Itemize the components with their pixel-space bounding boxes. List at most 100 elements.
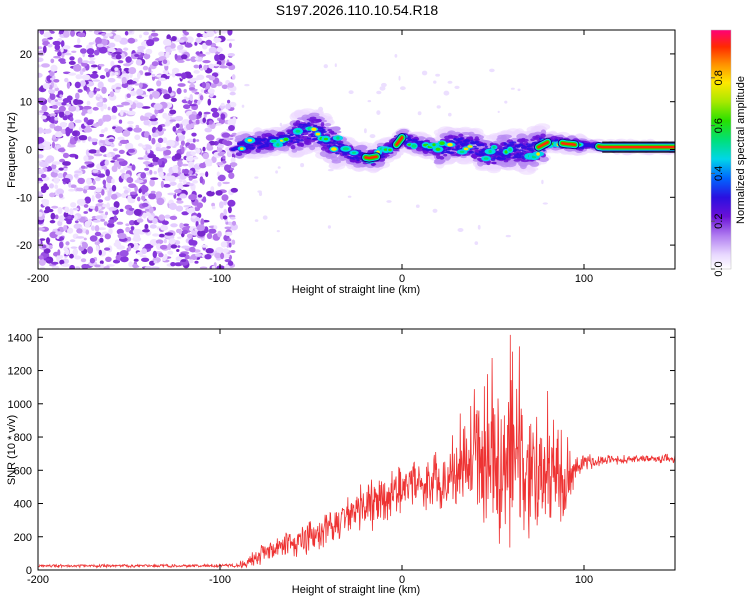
spectrogram-noise-cell (138, 188, 142, 194)
spectrogram-ridge-cell (520, 163, 527, 170)
spectrogram-noise-cell (227, 199, 236, 207)
spectrogram-noise-cell (144, 167, 150, 171)
spectrogram-noise-cell (170, 244, 178, 249)
spectrogram-noise-cell (189, 94, 193, 101)
spectrogram-noise-cell (432, 208, 438, 213)
spectrogram-noise-cell (230, 250, 236, 253)
spectrogram-ridge-cell (501, 134, 512, 139)
spectrogram-noise-cell (217, 152, 224, 157)
spectrogram-noise-cell (221, 132, 231, 138)
spectrogram-ridge-cell (443, 153, 448, 157)
spectrogram-noise-cell (227, 238, 232, 242)
spectrogram-noise-cell (215, 190, 223, 196)
spectrogram-noise-cell (144, 223, 149, 230)
spectrogram-noise-cell (147, 149, 151, 154)
spectrogram-noise-cell (76, 228, 83, 234)
spectrogram-noise-cell (90, 225, 96, 231)
spectrogram-noise-cell (199, 95, 204, 101)
spectrogram-noise-cell (188, 114, 197, 121)
spectrogram-noise-cell (150, 190, 156, 194)
spectrogram-noise-cell (220, 252, 225, 260)
spectrogram-noise-cell (114, 67, 119, 71)
spectrogram-noise-cell (141, 94, 149, 98)
spectrogram-noise-cell (95, 193, 102, 199)
spectrogram-noise-cell (99, 133, 105, 138)
spectrogram-noise-cell (140, 115, 145, 121)
spectrogram-noise-cell (63, 211, 69, 218)
spectrogram-noise-cell (74, 220, 79, 224)
spectrogram-noise-cell (208, 75, 216, 81)
spectrogram-noise-cell (123, 186, 128, 189)
spectrogram-noise-cell (202, 60, 211, 64)
spectrogram-noise-cell (87, 246, 94, 254)
spectrogram-noise-cell (77, 177, 85, 185)
spectrogram-noise-cell (79, 30, 83, 33)
spectrogram-noise-cell (49, 113, 57, 117)
spectrogram-noise-cell (108, 42, 116, 48)
spectrogram-noise-cell (200, 218, 205, 226)
spectrogram-noise-cell (194, 41, 198, 46)
spectrogram-noise-cell (86, 177, 92, 185)
spectrogram-noise-cell (231, 220, 237, 226)
spectrogram-noise-cell (143, 53, 151, 60)
spectrogram-noise-cell (75, 74, 82, 80)
spectrogram-noise-cell (158, 214, 165, 221)
spectrogram-noise-cell (108, 228, 113, 235)
spectrogram-noise-cell (176, 132, 183, 136)
spectrogram-noise-cell (215, 247, 224, 254)
spectrogram-noise-cell (153, 103, 163, 111)
spectrogram-noise-cell (188, 143, 196, 151)
spectrogram-noise-cell (38, 72, 43, 78)
spectrogram-noise-cell (51, 205, 59, 209)
spectrogram-noise-cell (42, 45, 47, 54)
spectrogram-noise-cell (143, 161, 151, 165)
spectrogram-noise-cell (211, 202, 216, 207)
spectrogram-ridge-cell (300, 133, 304, 136)
spectrogram-noise-cell (210, 83, 217, 88)
spectrogram-noise-cell (93, 153, 103, 157)
spectrogram-ridge-cell (311, 138, 318, 141)
spectrogram-noise-cell (64, 110, 71, 116)
spectrogram-noise-cell (189, 104, 197, 107)
spectrogram-noise-cell (116, 104, 124, 108)
spectrogram-noise-cell (148, 215, 154, 221)
spectrogram-noise-cell (176, 200, 184, 204)
spectrogram-noise-cell (57, 97, 63, 101)
spectrogram-noise-cell (58, 215, 65, 223)
spectrogram-noise-cell (229, 162, 238, 167)
spectrogram-noise-cell (227, 82, 235, 88)
spectrogram-noise-cell (181, 163, 189, 167)
spectrogram-noise-cell (133, 258, 139, 262)
spectrogram-noise-cell (150, 32, 159, 37)
spectrogram-noise-cell (95, 37, 102, 45)
spectrogram-noise-cell (376, 110, 381, 115)
spectrogram-ridge-cell (474, 147, 479, 150)
spectrogram-noise-cell (59, 241, 64, 249)
spectrogram-noise-cell (59, 259, 65, 265)
spectrogram-noise-cell (190, 151, 196, 156)
spectrogram-noise-cell (120, 256, 129, 263)
spectrogram-noise-cell (49, 183, 54, 189)
spectrogram-noise-cell (114, 72, 119, 76)
spectrogram-noise-cell (92, 79, 101, 82)
spectrogram-noise-cell (177, 245, 181, 248)
spectrogram-noise (38, 30, 548, 269)
spectrogram-noise-cell (156, 197, 165, 206)
spectrogram-noise-cell (166, 139, 176, 147)
spectrogram-noise-cell (169, 215, 178, 220)
spectrogram-noise-cell (156, 80, 162, 87)
spectrogram-noise-cell (111, 84, 117, 90)
spectrogram-noise-cell (134, 179, 144, 184)
spectrogram-noise-cell (216, 147, 223, 152)
spectrogram-noise-cell (457, 228, 464, 232)
spectrogram-noise-cell (180, 259, 187, 262)
spectrogram-noise-cell (195, 37, 202, 44)
spectrogram-noise-cell (84, 161, 93, 164)
spectrogram-noise-cell (118, 119, 123, 124)
spectrogram-noise-cell (130, 90, 137, 97)
spectrogram-noise-cell (53, 55, 61, 59)
spectrogram-noise-cell (180, 54, 188, 60)
spectrogram-noise-cell (51, 163, 57, 170)
spectrogram-noise-cell (57, 172, 64, 179)
spectrogram-noise-cell (94, 205, 99, 212)
